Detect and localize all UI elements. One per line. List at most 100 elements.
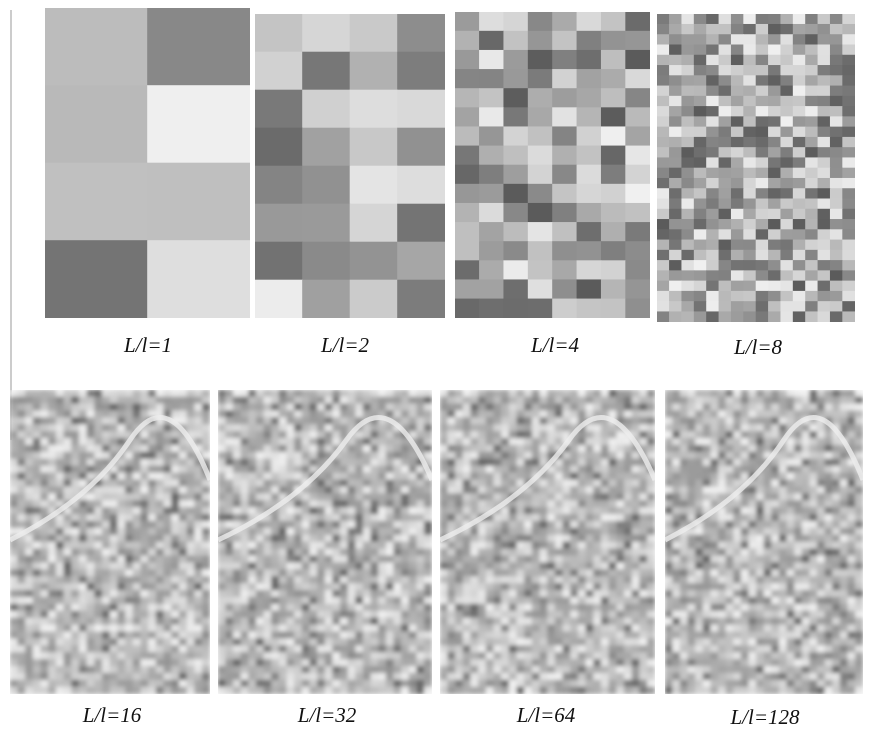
- cell: [279, 459, 287, 467]
- cell: [524, 549, 532, 557]
- cell: [593, 445, 601, 453]
- cell: [832, 535, 840, 543]
- cell: [102, 556, 110, 564]
- cell: [225, 597, 233, 605]
- cell: [470, 486, 478, 494]
- cell: [847, 500, 855, 508]
- cell: [64, 604, 72, 612]
- cell: [593, 521, 601, 529]
- cell: [817, 507, 825, 515]
- cell: [294, 632, 302, 640]
- cell: [733, 417, 741, 425]
- cell: [818, 270, 831, 281]
- cell: [486, 604, 494, 612]
- cell: [64, 459, 72, 467]
- cell: [748, 417, 756, 425]
- cell: [332, 493, 340, 501]
- cell: [248, 583, 256, 591]
- cell: [140, 535, 148, 543]
- cell: [601, 500, 609, 508]
- cell: [10, 452, 18, 460]
- cell: [563, 473, 571, 481]
- cell: [279, 445, 287, 453]
- cell: [416, 590, 424, 598]
- cell: [555, 466, 563, 474]
- cell: [832, 404, 840, 412]
- cell: [424, 576, 432, 584]
- cell: [706, 137, 719, 148]
- cell: [378, 466, 386, 474]
- cell: [447, 500, 455, 508]
- cell: [455, 222, 480, 242]
- cell: [493, 404, 501, 412]
- cell: [117, 583, 125, 591]
- cell: [726, 473, 734, 481]
- cell: [842, 311, 855, 322]
- cell: [733, 549, 741, 557]
- cell: [363, 576, 371, 584]
- cell: [501, 507, 509, 515]
- cell: [748, 397, 756, 405]
- cell: [241, 687, 249, 695]
- cell: [416, 542, 424, 550]
- cell: [48, 549, 56, 557]
- cell: [440, 452, 448, 460]
- cell: [271, 535, 279, 543]
- cell: [516, 638, 524, 646]
- cell: [87, 687, 95, 695]
- cell: [264, 528, 272, 536]
- cell: [632, 625, 640, 633]
- cell: [409, 493, 417, 501]
- cell: [187, 666, 195, 674]
- cell: [493, 535, 501, 543]
- cell: [501, 583, 509, 591]
- cell: [148, 404, 156, 412]
- cell: [624, 597, 632, 605]
- cell: [486, 424, 494, 432]
- cell: [743, 168, 756, 179]
- cell: [79, 404, 87, 412]
- cell: [726, 569, 734, 577]
- cells: [218, 390, 433, 695]
- cell: [593, 486, 601, 494]
- cell: [25, 562, 33, 570]
- cell: [156, 480, 164, 488]
- cell: [493, 597, 501, 605]
- cell: [842, 55, 855, 66]
- cell: [818, 229, 831, 240]
- cell: [486, 452, 494, 460]
- cell: [555, 604, 563, 612]
- cell: [509, 659, 517, 667]
- cell: [672, 452, 680, 460]
- cell: [264, 542, 272, 550]
- cell: [593, 625, 601, 633]
- cell: [393, 445, 401, 453]
- cell: [818, 45, 831, 56]
- cell: [478, 604, 486, 612]
- cell: [665, 480, 673, 488]
- cell: [371, 590, 379, 598]
- cell: [302, 242, 350, 281]
- cell: [672, 438, 680, 446]
- cell: [48, 597, 56, 605]
- cell: [241, 424, 249, 432]
- cell: [117, 597, 125, 605]
- cell: [378, 507, 386, 515]
- cell: [125, 687, 133, 695]
- cell: [842, 116, 855, 127]
- cell: [616, 445, 624, 453]
- cell: [447, 562, 455, 570]
- cell: [532, 673, 540, 681]
- cell: [378, 445, 386, 453]
- cell: [309, 611, 317, 619]
- cell: [578, 632, 586, 640]
- cell: [371, 542, 379, 550]
- cell: [570, 473, 578, 481]
- texture-panel: [45, 8, 251, 319]
- cell: [202, 666, 210, 674]
- cell: [164, 556, 172, 564]
- cell: [726, 556, 734, 564]
- cell: [688, 410, 696, 418]
- cell: [552, 299, 577, 319]
- cell: [694, 199, 707, 210]
